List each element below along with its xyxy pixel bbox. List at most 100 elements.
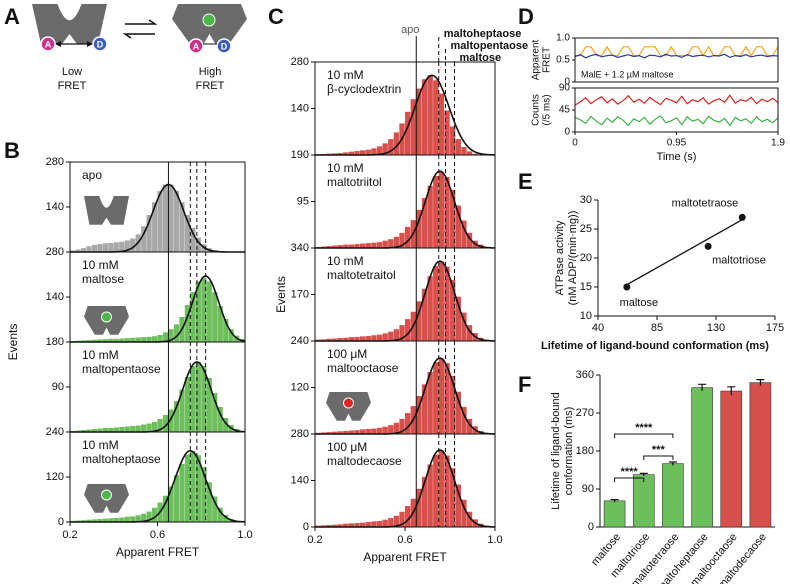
histogram-bar bbox=[354, 430, 360, 434]
histogram-bar bbox=[405, 506, 411, 527]
histogram-bar bbox=[405, 413, 411, 434]
histogram-bar bbox=[455, 296, 461, 341]
histogram-bar bbox=[326, 246, 332, 248]
y-tick-label: 0 bbox=[588, 521, 594, 533]
histogram-bar bbox=[195, 455, 201, 522]
y-tick-label: 190 bbox=[291, 149, 309, 161]
histogram-bar bbox=[337, 153, 343, 155]
histogram-bar bbox=[388, 425, 394, 434]
histogram-bar bbox=[450, 280, 456, 341]
significance-bracket bbox=[643, 455, 674, 460]
histogram-bar bbox=[348, 337, 355, 341]
histogram-bar bbox=[102, 428, 108, 432]
y-tick-label: 280 bbox=[291, 428, 309, 440]
histogram-bar bbox=[427, 464, 433, 527]
histogram-bar bbox=[371, 148, 377, 155]
histogram-bar bbox=[472, 153, 478, 155]
point bbox=[704, 242, 712, 250]
error-bar bbox=[698, 383, 707, 392]
histogram-bar bbox=[376, 521, 383, 527]
histogram-bar bbox=[388, 518, 394, 527]
x-tick-label: 0.2 bbox=[307, 534, 322, 546]
histogram-bar bbox=[201, 277, 207, 342]
y-tick-label: 90 bbox=[559, 83, 571, 94]
histogram-bar bbox=[228, 329, 234, 342]
histogram-bar bbox=[427, 75, 433, 155]
histogram-bar bbox=[179, 389, 185, 432]
histogram-bar bbox=[427, 372, 433, 434]
histogram-bar bbox=[421, 476, 428, 527]
x-tick-label: 1.9 bbox=[771, 138, 785, 149]
acceptor-label: A bbox=[193, 41, 200, 51]
histogram-bar bbox=[433, 362, 439, 434]
histogram-bar bbox=[438, 93, 445, 155]
histogram-bar bbox=[146, 215, 152, 252]
histogram-bar bbox=[427, 185, 433, 248]
trace-line bbox=[575, 45, 779, 57]
y-tick-label: 90 bbox=[582, 483, 594, 495]
panel-label: maltotetraitol bbox=[327, 268, 396, 282]
histogram-bar bbox=[135, 515, 141, 522]
panel-label: apo bbox=[82, 168, 102, 182]
histogram-bar bbox=[393, 236, 400, 248]
histogram-bar bbox=[405, 111, 411, 155]
panel-label: maltodecaose bbox=[327, 454, 402, 468]
histogram-bar bbox=[86, 246, 92, 252]
histogram-bar bbox=[405, 226, 411, 248]
y-tick-label: 90 bbox=[52, 381, 64, 393]
panel-label: 10 mM bbox=[327, 254, 364, 268]
histogram-bar bbox=[162, 495, 169, 522]
histogram-bar bbox=[438, 172, 445, 248]
histogram-bar bbox=[348, 523, 355, 527]
ligand-icon bbox=[101, 489, 112, 501]
histogram-bar bbox=[331, 338, 338, 341]
histogram-bar bbox=[157, 190, 163, 252]
histogram-bar bbox=[212, 393, 218, 432]
panel-label: 10 mM bbox=[82, 438, 119, 452]
histogram-bar bbox=[75, 249, 81, 252]
histogram-bar bbox=[135, 337, 141, 342]
histogram-bar bbox=[80, 340, 87, 342]
bar bbox=[632, 474, 655, 528]
histogram-bar bbox=[195, 237, 201, 252]
histogram-bar bbox=[91, 339, 98, 342]
error-bar bbox=[727, 386, 736, 396]
histogram-bar bbox=[201, 467, 207, 522]
x-tick-label: 0.2 bbox=[62, 529, 77, 541]
histogram-bar bbox=[113, 242, 119, 252]
y-tick-label: 30 bbox=[580, 194, 592, 206]
error-bar bbox=[639, 472, 648, 476]
x-tick-label: 0 bbox=[572, 138, 578, 149]
donor-label: D bbox=[97, 39, 104, 49]
histogram-bar bbox=[190, 366, 196, 432]
x-axis-label: Apparent FRET bbox=[116, 545, 200, 559]
trace-line bbox=[574, 115, 779, 127]
histogram-bar bbox=[466, 232, 473, 248]
histogram-bar bbox=[388, 331, 394, 341]
histogram-bar bbox=[97, 339, 103, 342]
histogram-bar bbox=[371, 521, 377, 527]
x-tick-label: 0.6 bbox=[397, 534, 412, 546]
histogram-bar bbox=[113, 427, 119, 432]
histogram-bar bbox=[421, 288, 428, 341]
histogram-bar bbox=[360, 243, 366, 248]
histogram-bar bbox=[382, 240, 388, 248]
histogram-bar bbox=[337, 337, 343, 341]
histogram-bar bbox=[91, 244, 98, 252]
histogram-bar bbox=[331, 245, 338, 248]
panel-label: maltotriitol bbox=[327, 175, 382, 189]
histogram-bar bbox=[162, 415, 169, 432]
histogram-bar bbox=[179, 463, 185, 522]
histogram-bar bbox=[168, 329, 174, 342]
significance-bracket bbox=[614, 433, 674, 438]
axis-label: Events bbox=[274, 276, 288, 313]
y-tick-label: 0.5 bbox=[556, 55, 570, 66]
histogram-bar bbox=[152, 202, 158, 252]
histogram-bar bbox=[416, 488, 422, 527]
panel-label: 10 mM bbox=[327, 68, 364, 82]
histogram-bar bbox=[190, 227, 196, 252]
histogram-bar bbox=[102, 518, 108, 522]
histogram-bar bbox=[343, 152, 349, 155]
histogram-bar bbox=[190, 292, 196, 342]
histogram-bar bbox=[365, 149, 371, 155]
